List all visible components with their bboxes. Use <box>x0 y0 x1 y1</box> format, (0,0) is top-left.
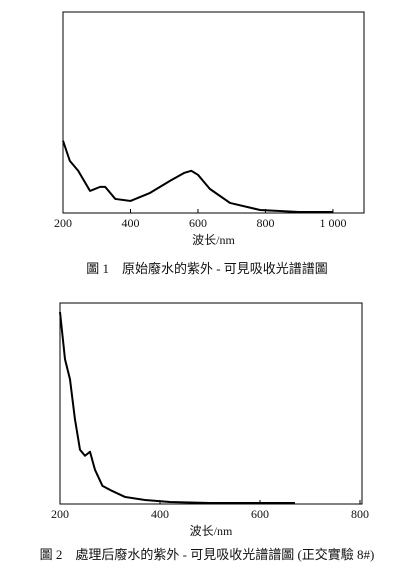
spectrum-line <box>62 140 333 213</box>
plot-frame <box>62 11 365 214</box>
spectrum-line <box>59 311 295 504</box>
x-tick-label: 600 <box>189 216 207 230</box>
x-tick-label: 400 <box>121 216 139 230</box>
x-tick-label: 600 <box>251 507 269 521</box>
x-tick-label: 1 000 <box>319 216 346 230</box>
x-tick-label: 200 <box>54 216 72 230</box>
x-tick-label: 800 <box>256 216 274 230</box>
x-tick-label: 800 <box>351 507 369 521</box>
x-tick-label: 200 <box>51 507 69 521</box>
x-tick-label: 400 <box>151 507 169 521</box>
caption: 圖 1 原始廢水的紫外 - 可見吸收光譜譜圖 <box>86 261 328 276</box>
caption: 圖 2 處理后廢水的紫外 - 可見吸收光譜譜圖 (正交實驗 8#) <box>40 547 375 562</box>
x-axis-label: 波长/nm <box>192 233 235 247</box>
x-axis-label: 波长/nm <box>190 524 233 538</box>
plot-frame <box>59 302 363 505</box>
